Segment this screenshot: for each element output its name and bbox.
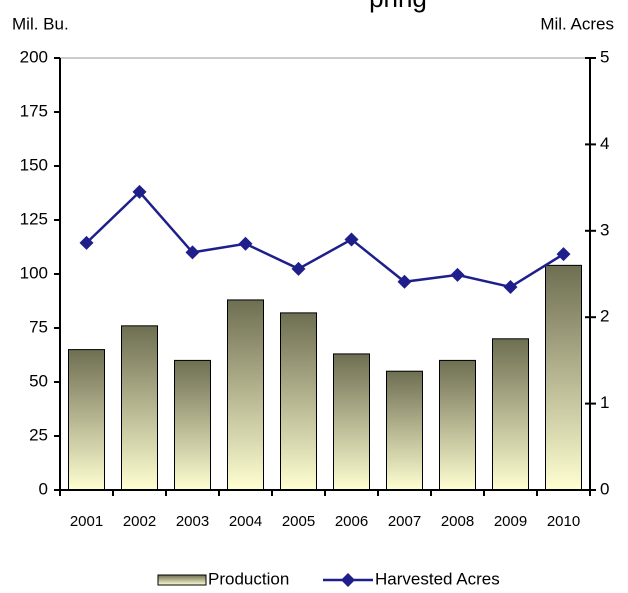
bar xyxy=(280,312,317,491)
x-tick-label: 2003 xyxy=(176,513,209,530)
x-tick-label: 2001 xyxy=(70,513,103,530)
marker xyxy=(238,236,253,251)
marker xyxy=(397,274,412,289)
bar xyxy=(68,349,105,491)
legend-swatch xyxy=(157,574,207,586)
marker xyxy=(344,232,359,247)
y2-tick-label: 3 xyxy=(600,220,609,239)
chart-title: pring xyxy=(369,0,427,13)
bar xyxy=(386,370,423,491)
x-tick-label: 2009 xyxy=(494,513,527,530)
bar xyxy=(333,353,370,491)
x-tick-label: 2006 xyxy=(335,513,368,530)
legend-label: Harvested Acres xyxy=(375,569,500,588)
y2-tick-label: 5 xyxy=(600,47,609,66)
y-tick-label: 0 xyxy=(39,479,48,498)
marker xyxy=(79,235,94,250)
x-tick-label: 2007 xyxy=(388,513,421,530)
bar xyxy=(227,299,264,491)
x-tick-label: 2010 xyxy=(547,513,580,530)
y-tick-label: 125 xyxy=(20,209,48,228)
line xyxy=(85,190,565,289)
legend-label: Production xyxy=(208,569,289,588)
bar xyxy=(492,338,529,491)
y2-tick-label: 2 xyxy=(600,307,609,326)
y-axis-label: Mil. Bu. xyxy=(12,14,69,33)
marker xyxy=(556,247,571,262)
bar xyxy=(174,359,211,491)
x-tick-label: 2004 xyxy=(229,513,262,530)
bar xyxy=(121,325,158,491)
bar xyxy=(545,264,582,491)
y-tick-label: 150 xyxy=(20,155,48,174)
marker xyxy=(291,261,306,276)
y2-tick-label: 1 xyxy=(600,393,609,412)
y-tick-label: 175 xyxy=(20,101,48,120)
marker xyxy=(185,245,200,260)
marker xyxy=(450,267,465,282)
bar xyxy=(439,359,476,491)
y2-axis-label: Mil. Acres xyxy=(540,14,614,33)
legend-marker xyxy=(341,573,355,587)
y-tick-label: 25 xyxy=(29,425,48,444)
x-tick-label: 2005 xyxy=(282,513,315,530)
y-tick-label: 200 xyxy=(20,47,48,66)
y2-tick-label: 4 xyxy=(600,134,609,153)
y2-tick-label: 0 xyxy=(600,479,609,498)
marker xyxy=(132,184,147,199)
y-tick-label: 50 xyxy=(29,371,48,390)
x-tick-label: 2008 xyxy=(441,513,474,530)
marker xyxy=(503,279,518,294)
x-tick-label: 2002 xyxy=(123,513,156,530)
y-tick-label: 100 xyxy=(20,263,48,282)
y-tick-label: 75 xyxy=(29,317,48,336)
